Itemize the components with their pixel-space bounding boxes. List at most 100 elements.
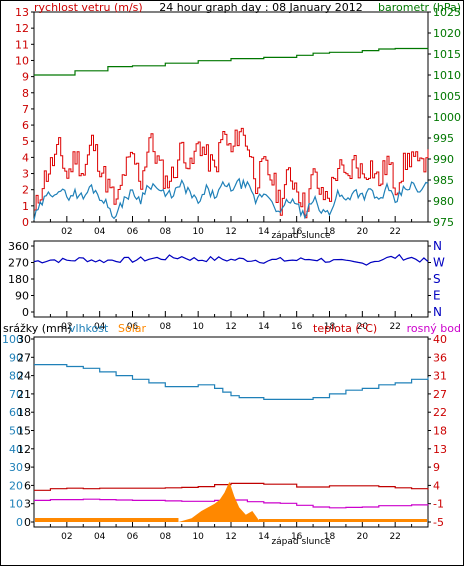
direction-deg-tick-label: 270	[8, 257, 29, 270]
x-tick-label: 06	[127, 322, 139, 332]
x-tick-label: 12	[225, 532, 236, 542]
x-tick-label: 02	[61, 227, 72, 237]
pressure-tick-label: 1025	[433, 6, 461, 19]
humidity-tick-label: 50	[9, 425, 23, 438]
direction-compass-tick-label: W	[433, 256, 445, 270]
wind-speed-tick-label: 8	[22, 87, 29, 100]
x-tick-label: 08	[160, 227, 172, 237]
wind-speed-tick-label: 6	[22, 119, 29, 132]
pressure-tick-label: 980	[433, 195, 454, 208]
pressure-tick-label: 995	[433, 132, 454, 145]
wind-direction-frame	[33, 240, 429, 318]
rain-tick-label: 6	[24, 479, 31, 492]
x-tick-label: 08	[160, 322, 172, 332]
rain-tick-label: 3	[24, 498, 31, 511]
temperature-tick-label: 13	[433, 443, 447, 456]
x-tick-label: 04	[94, 227, 106, 237]
humidity-tick-label: 60	[9, 406, 23, 419]
pressure-tick-label: 1000	[433, 111, 461, 124]
temperature-tick-label: 40	[433, 333, 447, 346]
x-tick-label: 06	[127, 227, 139, 237]
pressure-label: barometr (hPa)	[378, 1, 461, 14]
direction-compass-tick-label: N	[433, 305, 442, 319]
x-tick-label: 18	[324, 227, 336, 237]
humidity-label: vlhkost	[69, 322, 109, 335]
sunset-label: západ slunce	[271, 231, 331, 241]
rain-tick-label: 27	[17, 351, 31, 364]
humidity-tick-label: 20	[9, 479, 23, 492]
x-tick-label: 04	[94, 322, 106, 332]
wind-pressure-frame	[33, 11, 429, 223]
wind-speed-tick-label: 11	[15, 38, 29, 51]
x-tick-label: 12	[225, 227, 236, 237]
wind-speed-tick-label: 12	[15, 22, 29, 35]
x-tick-label: 14	[258, 227, 270, 237]
x-tick-label: 18	[324, 322, 336, 332]
direction-deg-tick-label: 0	[22, 306, 29, 319]
x-tick-label: 02	[61, 322, 72, 332]
temperature-tick-label: 36	[433, 351, 447, 364]
pressure-tick-label: 1020	[433, 27, 461, 40]
direction-compass-tick-label: E	[433, 289, 441, 303]
x-tick-label: 10	[192, 227, 204, 237]
humidity-tick-label: 70	[9, 388, 23, 401]
x-tick-label: 20	[357, 532, 369, 542]
solar-area	[34, 481, 428, 522]
dew-point-line	[34, 498, 429, 509]
x-tick-label: 12	[225, 322, 236, 332]
x-tick-label: 16	[291, 322, 303, 332]
x-tick-label: 22	[389, 532, 400, 542]
direction-deg-tick-label: 180	[8, 273, 29, 286]
chart-title: 24 hour graph day : 08 January 2012	[159, 1, 363, 14]
x-tick-label: 16	[291, 532, 303, 542]
x-tick-label: 02	[61, 532, 72, 542]
direction-compass-tick-label: N	[433, 239, 442, 253]
wind-speed-tick-label: 0	[22, 216, 29, 229]
humidity-tick-label: 100	[2, 333, 23, 346]
wind-speed-tick-label: 10	[15, 54, 29, 67]
pressure-tick-label: 1010	[433, 69, 461, 82]
wind-speed-tick-label: 3	[22, 168, 29, 181]
wind-speed-label: rychlost vetru (m/s)	[34, 1, 143, 14]
x-tick-label: 06	[127, 532, 139, 542]
temperature-tick-label: 9	[433, 461, 440, 474]
solar-label: Solar	[118, 322, 147, 335]
temperature-tick-label: 18	[433, 425, 447, 438]
x-tick-label: 14	[258, 532, 270, 542]
temperature-tick-label: -1	[433, 498, 444, 511]
temperature-tick-label: 4	[433, 479, 440, 492]
wind-speed-tick-label: 4	[22, 151, 29, 164]
humidity-tick-label: 80	[9, 370, 23, 383]
rain-tick-label: 30	[17, 333, 31, 346]
wind-speed-tick-label: 2	[22, 184, 29, 197]
rain-tick-label: 9	[24, 461, 31, 474]
x-tick-label: 20	[357, 322, 369, 332]
pressure-tick-label: 975	[433, 216, 454, 229]
x-tick-label: 14	[258, 322, 270, 332]
x-tick-label: 22	[389, 322, 400, 332]
solar-baseline	[258, 519, 427, 522]
x-tick-label: 22	[389, 227, 400, 237]
wind-speed-tick-label: 9	[22, 71, 29, 84]
temperature-tick-label: 22	[433, 406, 447, 419]
wind-speed-tick-label: 1	[22, 200, 29, 213]
wind-pressure-panel: rychlost vetru (m/s) 24 hour graph day :…	[15, 1, 461, 241]
pressure-tick-label: 990	[433, 153, 454, 166]
rain-tick-label: 12	[17, 443, 31, 456]
x-tick-label: 04	[94, 532, 106, 542]
x-tick-label: 20	[357, 227, 369, 237]
humidity-line	[34, 364, 429, 400]
rain-label: srážky (mm)	[3, 322, 72, 335]
x-tick-label: 08	[160, 532, 172, 542]
wind-speed-tick-label: 5	[22, 135, 29, 148]
x-tick-label: 18	[324, 532, 336, 542]
rain-tick-label: 18	[17, 406, 31, 419]
humidity-tick-label: 0	[16, 516, 23, 529]
temperature-tick-label: 31	[433, 370, 447, 383]
pressure-line	[34, 47, 429, 76]
temperature-humidity-panel: srážky (mm) vlhkost Solar teplota (°C) r…	[2, 322, 461, 547]
x-tick-label: 10	[192, 322, 204, 332]
